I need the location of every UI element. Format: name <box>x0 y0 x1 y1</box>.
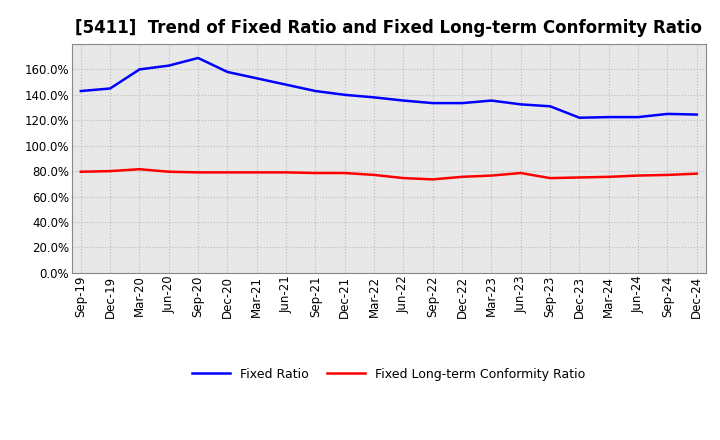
Fixed Ratio <box>194 55 202 61</box>
Fixed Long-term Conformity Ratio <box>370 172 379 178</box>
Fixed Ratio <box>546 104 554 109</box>
Fixed Long-term Conformity Ratio <box>76 169 85 174</box>
Fixed Ratio <box>575 115 584 121</box>
Fixed Ratio <box>341 92 349 98</box>
Fixed Long-term Conformity Ratio <box>546 176 554 181</box>
Fixed Ratio <box>223 70 232 75</box>
Line: Fixed Long-term Conformity Ratio: Fixed Long-term Conformity Ratio <box>81 169 697 180</box>
Fixed Long-term Conformity Ratio <box>516 170 525 176</box>
Fixed Long-term Conformity Ratio <box>575 175 584 180</box>
Fixed Long-term Conformity Ratio <box>487 173 496 178</box>
Fixed Ratio <box>311 88 320 94</box>
Fixed Long-term Conformity Ratio <box>428 177 437 182</box>
Fixed Long-term Conformity Ratio <box>106 169 114 174</box>
Fixed Long-term Conformity Ratio <box>282 170 290 175</box>
Fixed Long-term Conformity Ratio <box>634 173 642 178</box>
Fixed Long-term Conformity Ratio <box>223 170 232 175</box>
Fixed Long-term Conformity Ratio <box>663 172 672 178</box>
Line: Fixed Ratio: Fixed Ratio <box>81 58 697 118</box>
Fixed Ratio <box>516 102 525 107</box>
Fixed Long-term Conformity Ratio <box>194 170 202 175</box>
Fixed Ratio <box>282 82 290 87</box>
Fixed Ratio <box>487 98 496 103</box>
Fixed Long-term Conformity Ratio <box>135 167 144 172</box>
Fixed Long-term Conformity Ratio <box>458 174 467 180</box>
Fixed Long-term Conformity Ratio <box>693 171 701 176</box>
Fixed Ratio <box>605 114 613 120</box>
Fixed Ratio <box>106 86 114 91</box>
Fixed Long-term Conformity Ratio <box>399 176 408 181</box>
Fixed Ratio <box>76 88 85 94</box>
Fixed Ratio <box>428 100 437 106</box>
Legend: Fixed Ratio, Fixed Long-term Conformity Ratio: Fixed Ratio, Fixed Long-term Conformity … <box>187 363 590 385</box>
Fixed Long-term Conformity Ratio <box>311 170 320 176</box>
Fixed Ratio <box>693 112 701 117</box>
Fixed Long-term Conformity Ratio <box>253 170 261 175</box>
Fixed Ratio <box>135 67 144 72</box>
Fixed Ratio <box>458 100 467 106</box>
Fixed Ratio <box>370 95 379 100</box>
Fixed Ratio <box>663 111 672 117</box>
Fixed Ratio <box>399 98 408 103</box>
Fixed Long-term Conformity Ratio <box>164 169 173 174</box>
Fixed Ratio <box>164 63 173 68</box>
Title: [5411]  Trend of Fixed Ratio and Fixed Long-term Conformity Ratio: [5411] Trend of Fixed Ratio and Fixed Lo… <box>76 19 702 37</box>
Fixed Long-term Conformity Ratio <box>341 170 349 176</box>
Fixed Ratio <box>634 114 642 120</box>
Fixed Ratio <box>253 76 261 81</box>
Fixed Long-term Conformity Ratio <box>605 174 613 180</box>
